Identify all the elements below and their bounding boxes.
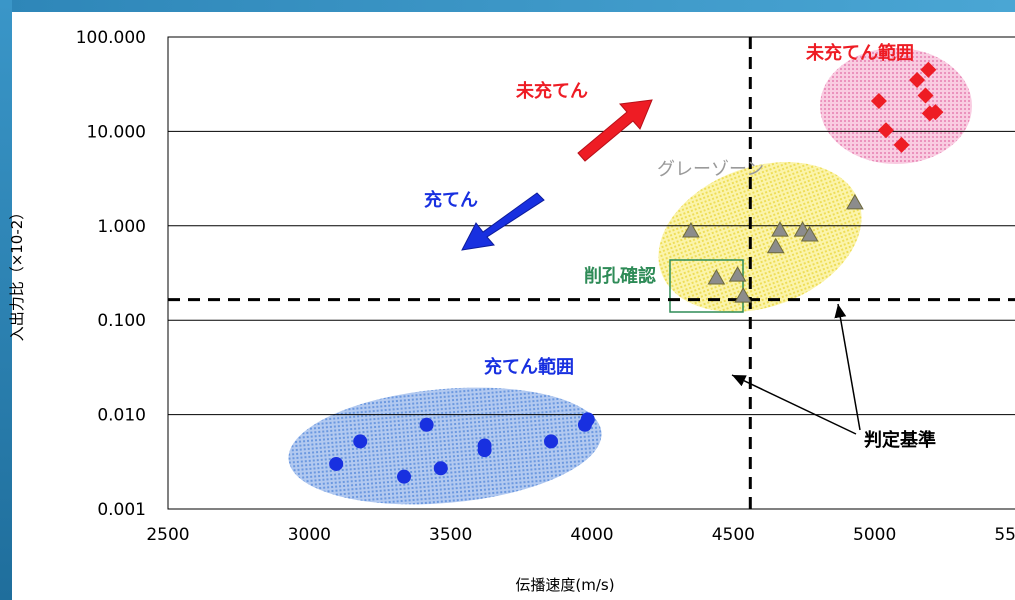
- x-tick-label: 4000: [570, 525, 613, 545]
- slide-frame-top: [0, 0, 1015, 12]
- x-axis-title: 伝播速度(m/s): [515, 576, 614, 594]
- slide-frame-left: [0, 0, 12, 600]
- data-point-unfilled: [909, 72, 926, 89]
- y-tick-label: 10.000: [87, 122, 146, 142]
- data-point-filled: [580, 412, 595, 427]
- x-tick-label: 3500: [429, 525, 472, 545]
- gray-zone: [658, 162, 862, 312]
- data-point-unfilled: [927, 104, 944, 121]
- data-point-gray: [734, 287, 753, 303]
- x-tick-label: 2500: [146, 525, 189, 545]
- data-point-gray: [846, 193, 864, 210]
- unfilled-direction-arrow: [577, 99, 653, 162]
- data-point-filled: [397, 469, 412, 484]
- data-point-gray: [766, 237, 785, 254]
- y-tick-label: 0.100: [97, 311, 146, 331]
- data-point-unfilled: [893, 136, 910, 153]
- grid-lines: [168, 36, 1015, 510]
- data-point-filled: [329, 456, 344, 471]
- drill-check-label: 削孔確認: [584, 265, 656, 287]
- criterion-pointer-vertical: [731, 374, 857, 435]
- filled-range-label: 充てん範囲: [484, 356, 574, 378]
- data-point-filled: [353, 434, 368, 449]
- data-point-filled: [433, 461, 448, 476]
- y-tick-label: 0.001: [97, 500, 146, 520]
- filled-arrow-label: 充てん: [424, 189, 478, 211]
- gray-zone-label: グレーゾーン: [657, 159, 764, 180]
- data-points: [329, 61, 944, 484]
- criterion-pointer-horizontal: [834, 303, 861, 431]
- data-point-unfilled: [920, 61, 937, 78]
- data-point-filled: [477, 438, 492, 453]
- unfilled-range-label: 未充てん範囲: [806, 42, 914, 64]
- y-tick-label: 100.000: [76, 28, 146, 48]
- data-point-gray: [682, 222, 700, 238]
- unfilled-arrow-label: 未充てん: [516, 80, 588, 102]
- x-axis-ticks: 2500 3000 3500 4000 4500 5000 5500: [146, 525, 1015, 545]
- y-axis-title: 入出力比（×10-2）: [8, 205, 26, 342]
- x-tick-label: 5500: [994, 525, 1015, 545]
- x-tick-label: 3000: [288, 525, 331, 545]
- x-tick-label: 5000: [853, 525, 896, 545]
- data-point-unfilled: [877, 122, 894, 139]
- x-tick-label: 4500: [712, 525, 755, 545]
- data-point-unfilled: [917, 87, 934, 104]
- criterion-label: 判定基準: [864, 429, 936, 451]
- data-point-gray: [771, 221, 789, 237]
- y-tick-label: 1.000: [97, 217, 146, 237]
- y-tick-label: 0.010: [97, 406, 146, 426]
- data-point-filled: [419, 417, 434, 432]
- data-point-gray: [707, 268, 726, 285]
- filled-direction-arrow: [461, 192, 545, 251]
- data-point-gray: [800, 225, 819, 242]
- filled-zone: [288, 387, 602, 505]
- y-axis-ticks: 0.001 0.010 0.100 1.000 10.000 100.000: [76, 28, 146, 520]
- drill-check-box: [669, 259, 744, 313]
- data-point-gray: [728, 266, 747, 282]
- data-point-filled: [544, 434, 559, 449]
- data-point-unfilled: [870, 92, 887, 109]
- unfilled-zone: [820, 48, 972, 164]
